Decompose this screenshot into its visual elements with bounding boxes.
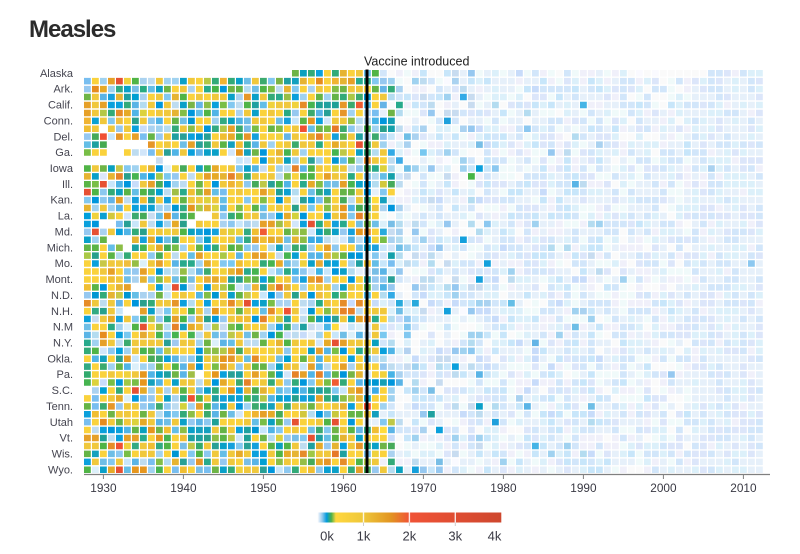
svg-text:Mont.: Mont. (45, 274, 73, 286)
svg-text:Calif.: Calif. (48, 100, 73, 112)
svg-text:Conn.: Conn. (44, 115, 73, 127)
svg-text:1970: 1970 (410, 481, 437, 495)
svg-text:Ark.: Ark. (53, 84, 73, 96)
svg-text:Tenn.: Tenn. (46, 401, 73, 413)
svg-text:S.C.: S.C. (52, 385, 73, 397)
svg-text:1950: 1950 (250, 481, 277, 495)
svg-text:1980: 1980 (490, 481, 517, 495)
svg-text:2010: 2010 (730, 481, 757, 495)
svg-text:1940: 1940 (170, 481, 197, 495)
svg-text:Wyo.: Wyo. (48, 464, 73, 476)
svg-text:Alaska: Alaska (40, 68, 74, 80)
svg-text:La.: La. (58, 211, 73, 223)
svg-text:Wis.: Wis. (52, 449, 73, 461)
svg-text:2000: 2000 (650, 481, 677, 495)
svg-text:1960: 1960 (330, 481, 357, 495)
svg-text:N.Y.: N.Y. (53, 338, 73, 350)
svg-text:Iowa: Iowa (50, 163, 74, 175)
svg-text:Mich.: Mich. (47, 242, 73, 254)
svg-text:1990: 1990 (570, 481, 597, 495)
svg-text:Ga.: Ga. (55, 147, 73, 159)
svg-text:N.D.: N.D. (51, 290, 73, 302)
svg-text:2k: 2k (403, 529, 417, 544)
svg-text:Md.: Md. (55, 226, 73, 238)
svg-text:Mo.: Mo. (55, 258, 73, 270)
svg-text:3k: 3k (448, 529, 462, 544)
svg-text:0k: 0k (320, 529, 334, 544)
svg-text:Utah: Utah (50, 417, 73, 429)
svg-text:Ill.: Ill. (62, 179, 73, 191)
svg-text:N.H.: N.H. (51, 306, 73, 318)
svg-text:Kan.: Kan. (50, 195, 73, 207)
svg-text:Okla.: Okla. (47, 353, 73, 365)
svg-text:1930: 1930 (90, 481, 117, 495)
svg-text:N.M: N.M (53, 322, 73, 334)
svg-text:Del.: Del. (53, 131, 73, 143)
svg-text:Vaccine introduced: Vaccine introduced (364, 55, 469, 69)
svg-text:Pa.: Pa. (56, 369, 73, 381)
svg-text:Vt.: Vt. (60, 433, 73, 445)
svg-text:1k: 1k (357, 529, 371, 544)
svg-text:4k: 4k (488, 529, 502, 544)
svg-text:Measles: Measles (29, 16, 116, 43)
